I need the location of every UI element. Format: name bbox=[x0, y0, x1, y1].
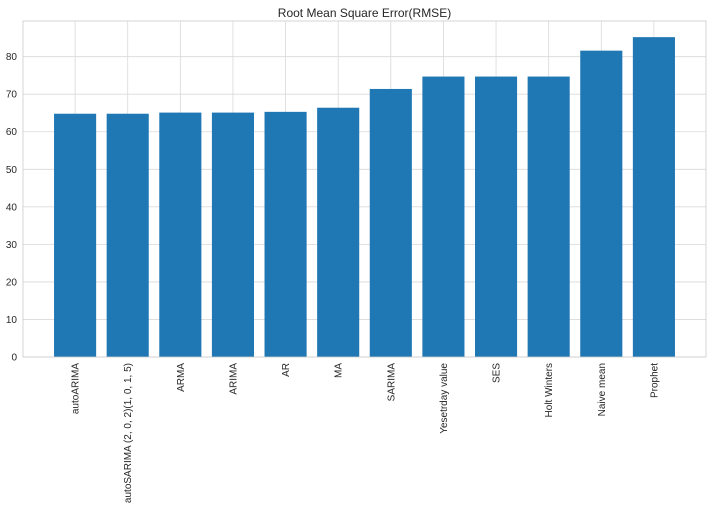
x-axis-ticks: autoARIMA autoSARIMA (2, 0, 2)(1, 0, 1, 5… bbox=[71, 363, 661, 504]
plot-frame bbox=[22, 20, 707, 358]
y-tick-label: 40 bbox=[6, 202, 18, 213]
bar-yesetrday-value bbox=[422, 76, 465, 357]
y-tick-label: 10 bbox=[6, 315, 18, 326]
bar-ses bbox=[475, 76, 518, 357]
bar-ar bbox=[264, 111, 307, 357]
x-tick-label: autoARIMA bbox=[71, 363, 82, 414]
y-axis-ticks: 0 10 20 30 40 50 60 70 80 bbox=[6, 52, 18, 363]
bar-prophet bbox=[632, 37, 675, 358]
x-tick-label: Prophet bbox=[649, 363, 660, 398]
x-tick-label: Naive mean bbox=[597, 363, 608, 416]
x-tick-label: SARIMA bbox=[386, 363, 397, 402]
bar-holt-winters bbox=[527, 76, 570, 357]
x-tick-label: Holt Winters bbox=[544, 363, 555, 417]
x-tick-label: SES bbox=[492, 363, 503, 383]
chart-title: Root Mean Square Error(RMSE) bbox=[278, 6, 451, 20]
y-tick-label: 20 bbox=[6, 277, 18, 288]
bar-arma bbox=[159, 112, 202, 357]
x-tick-label: AR bbox=[281, 363, 292, 377]
y-tick-label: 50 bbox=[6, 165, 18, 176]
bar-arima bbox=[211, 112, 254, 357]
y-tick-label: 0 bbox=[11, 353, 17, 364]
bar-sarima bbox=[369, 88, 412, 357]
bar-ma bbox=[317, 107, 360, 357]
bar-autosarima-2-0-2-1-0-1-5 bbox=[106, 113, 149, 358]
x-tick-label: ARIMA bbox=[228, 363, 239, 395]
y-tick-label: 30 bbox=[6, 240, 18, 251]
x-tick-label: Yesetrday value bbox=[439, 363, 450, 434]
x-tick-label: MA bbox=[334, 363, 345, 378]
x-tick-label: ARMA bbox=[176, 363, 187, 392]
bars bbox=[54, 37, 675, 358]
y-tick-label: 60 bbox=[6, 127, 18, 138]
bar-autoarima bbox=[54, 113, 97, 358]
y-tick-label: 70 bbox=[6, 90, 18, 101]
bar-naive-mean bbox=[580, 50, 623, 357]
y-tick-label: 80 bbox=[6, 52, 18, 63]
x-tick-label: autoSARIMA (2, 0, 2)(1, 0, 1, 5) bbox=[123, 363, 134, 503]
